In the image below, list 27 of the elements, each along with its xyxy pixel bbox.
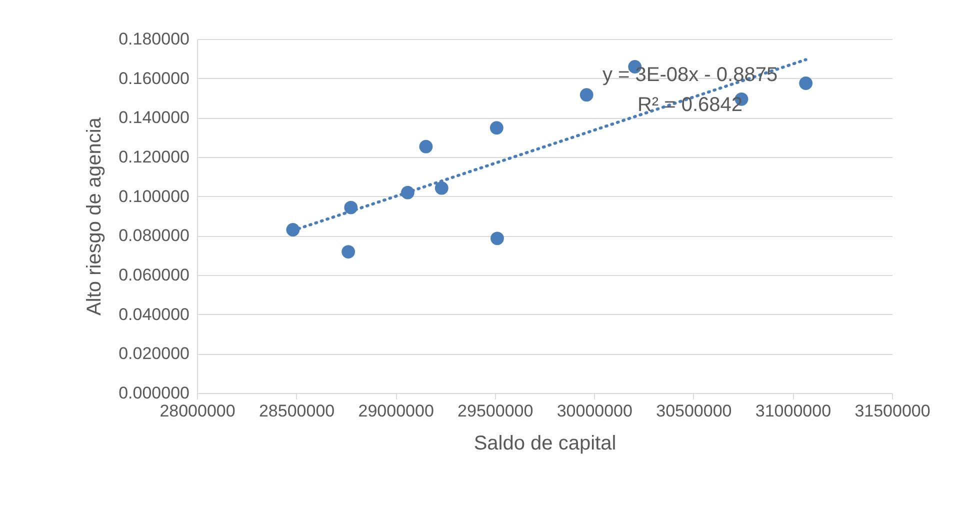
y-tick-label: 0.000000 bbox=[118, 384, 190, 402]
y-tick-label: 0.180000 bbox=[118, 30, 190, 48]
x-tick-label: 28000000 bbox=[160, 402, 236, 420]
point bbox=[434, 181, 448, 195]
x-tick-label: 29500000 bbox=[458, 402, 534, 420]
point bbox=[419, 140, 433, 154]
y-tick-label: 0.080000 bbox=[118, 226, 190, 246]
y-tick-label: 0.120000 bbox=[118, 148, 190, 166]
x-tick-label: 30000000 bbox=[556, 402, 632, 420]
x-tick-label: 29000000 bbox=[358, 402, 434, 420]
x-tick-label: 31500000 bbox=[854, 402, 930, 420]
point bbox=[490, 121, 504, 135]
y-tick-label: 0.020000 bbox=[118, 344, 190, 364]
x-tick-label: 30500000 bbox=[656, 402, 732, 420]
y-tick-label: 0.160000 bbox=[118, 68, 190, 88]
point bbox=[342, 245, 356, 258]
x-axis-title: Saldo de capital bbox=[474, 432, 616, 454]
point bbox=[580, 88, 594, 102]
y-tick-label: 0.060000 bbox=[118, 266, 190, 284]
x-tick-label: 31000000 bbox=[755, 402, 832, 420]
y-tick-label: 0.140000 bbox=[118, 108, 190, 128]
point bbox=[490, 232, 504, 246]
point bbox=[799, 76, 813, 90]
y-axis-title: Alto riesgo de agencia bbox=[84, 116, 106, 316]
y-tick-label: 0.040000 bbox=[118, 304, 190, 324]
x-tick-label: 28500000 bbox=[258, 402, 335, 420]
y-tick-label: 0.100000 bbox=[118, 186, 190, 206]
